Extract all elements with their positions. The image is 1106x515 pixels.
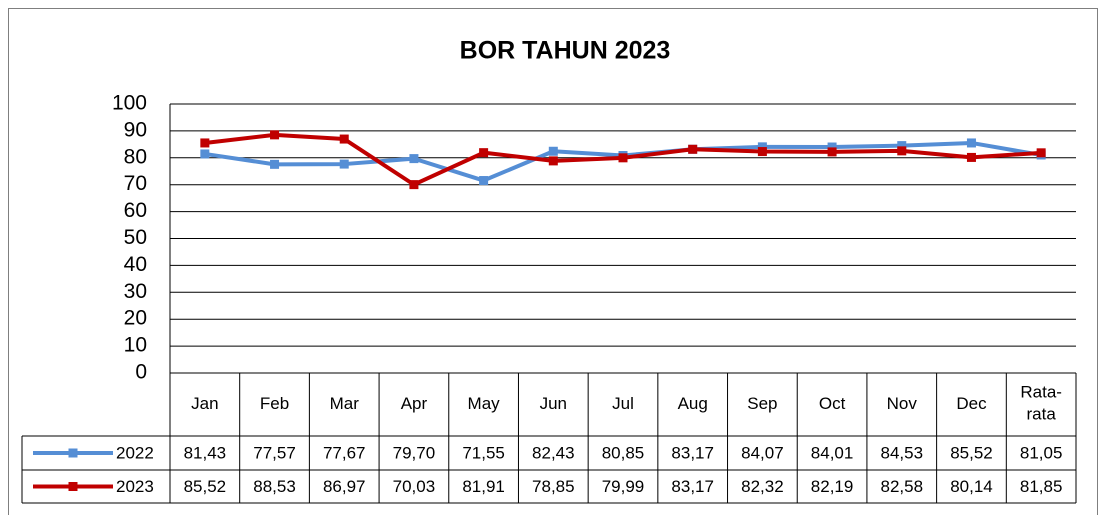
- table-value: 81,43: [184, 443, 227, 462]
- y-tick-label: 30: [124, 280, 147, 303]
- y-tick-label: 80: [124, 145, 147, 168]
- series-marker: [548, 156, 558, 166]
- table-value: 81,05: [1020, 443, 1063, 462]
- x-tick-label: Dec: [956, 394, 987, 413]
- table-value: 88,53: [253, 477, 296, 496]
- table-value: 77,57: [253, 443, 296, 462]
- table-value: 71,55: [462, 443, 505, 462]
- series-marker: [270, 130, 280, 140]
- x-tick-label: Jun: [540, 394, 567, 413]
- table-value: 82,58: [880, 477, 923, 496]
- y-tick-label: 70: [124, 172, 147, 195]
- x-tick-label: Jul: [612, 394, 634, 413]
- x-tick-label: Feb: [260, 394, 289, 413]
- y-tick-label: 60: [124, 199, 147, 222]
- y-tick-label: 20: [124, 307, 147, 330]
- series-marker: [966, 138, 976, 148]
- series-marker: [757, 142, 767, 152]
- chart-title: BOR TAHUN 2023: [460, 37, 671, 65]
- y-tick-label: 100: [112, 92, 147, 115]
- x-tick-label: Aug: [678, 394, 708, 413]
- series-marker: [618, 153, 628, 163]
- series-marker: [339, 159, 349, 169]
- table-value: 70,03: [393, 477, 436, 496]
- y-tick-label: 90: [124, 118, 147, 141]
- series-marker: [409, 180, 419, 190]
- table-value: 80,14: [950, 477, 993, 496]
- x-tick-label: Jan: [191, 394, 218, 413]
- x-tick-label: Mar: [330, 394, 360, 413]
- series-marker: [270, 159, 280, 169]
- y-tick-label: 50: [124, 226, 147, 249]
- x-tick-label: Rata-rata: [1020, 383, 1062, 424]
- table-value: 85,52: [184, 477, 227, 496]
- series-marker: [827, 142, 837, 152]
- y-tick-label: 0: [135, 361, 147, 384]
- legend-label: 2022: [116, 443, 154, 462]
- table-value: 83,17: [671, 443, 714, 462]
- legend-label: 2023: [116, 477, 154, 496]
- legend-marker: [68, 448, 78, 458]
- table-value: 79,70: [393, 443, 436, 462]
- table-value: 77,67: [323, 443, 366, 462]
- series-marker: [200, 138, 210, 148]
- table-value: 81,85: [1020, 477, 1063, 496]
- table-value: 82,32: [741, 477, 784, 496]
- x-tick-label: Sep: [747, 394, 777, 413]
- table-value: 85,52: [950, 443, 993, 462]
- series-marker: [479, 148, 489, 158]
- series-marker: [966, 152, 976, 162]
- table-value: 80,85: [602, 443, 645, 462]
- y-tick-label: 10: [124, 334, 147, 357]
- table-value: 86,97: [323, 477, 366, 496]
- series-marker: [897, 146, 907, 156]
- x-tick-label: Oct: [819, 394, 846, 413]
- chart-border: [8, 8, 1098, 515]
- series-marker: [479, 176, 489, 186]
- table-value: 82,43: [532, 443, 575, 462]
- series-marker: [757, 147, 767, 157]
- x-tick-label: May: [468, 394, 501, 413]
- series-marker: [897, 141, 907, 151]
- table-value: 84,07: [741, 443, 784, 462]
- legend-marker: [68, 482, 78, 491]
- table-value: 78,85: [532, 477, 575, 496]
- table-value: 79,99: [602, 477, 645, 496]
- series-marker: [409, 154, 419, 164]
- series-marker: [1036, 148, 1046, 158]
- table-value: 84,53: [880, 443, 923, 462]
- table-value: 81,91: [462, 477, 505, 496]
- series-marker: [200, 149, 210, 159]
- series-marker: [339, 134, 349, 144]
- series-marker: [827, 147, 837, 157]
- series-marker: [548, 146, 558, 156]
- table-value: 82,19: [811, 477, 854, 496]
- table-value: 84,01: [811, 443, 854, 462]
- table-value: 83,17: [671, 477, 714, 496]
- x-tick-label: Apr: [401, 394, 428, 413]
- series-marker: [688, 144, 698, 154]
- y-tick-label: 40: [124, 253, 147, 276]
- x-tick-label: Nov: [887, 394, 918, 413]
